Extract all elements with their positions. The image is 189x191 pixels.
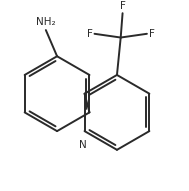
Text: F: F — [149, 29, 155, 39]
Text: NH₂: NH₂ — [36, 17, 56, 27]
Text: F: F — [87, 29, 93, 39]
Text: F: F — [120, 1, 125, 11]
Text: N: N — [79, 140, 87, 151]
